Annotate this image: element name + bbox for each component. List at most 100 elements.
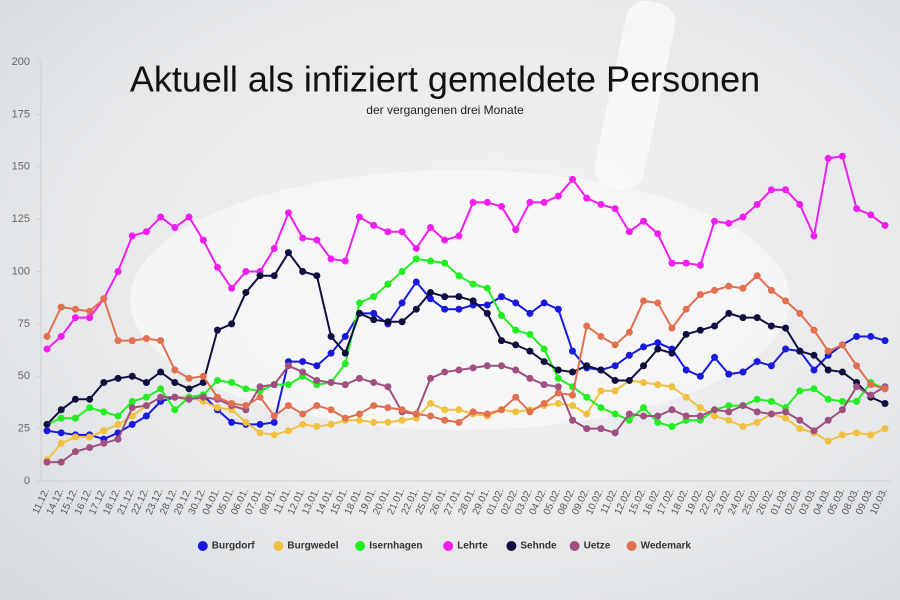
data-point	[739, 368, 747, 376]
data-point	[725, 408, 733, 416]
data-point	[512, 226, 520, 234]
data-point	[469, 364, 477, 372]
data-point	[668, 383, 676, 391]
data-point	[384, 383, 392, 391]
data-point	[398, 318, 406, 326]
data-point	[739, 314, 747, 322]
data-point	[384, 228, 392, 236]
data-point	[86, 433, 94, 441]
data-point	[455, 272, 463, 280]
data-point	[341, 381, 349, 389]
data-point	[810, 326, 818, 334]
data-point	[654, 345, 662, 353]
data-point	[57, 414, 65, 422]
data-point	[838, 368, 846, 376]
legend-marker	[506, 541, 517, 551]
data-point	[540, 198, 548, 206]
data-point	[441, 259, 449, 267]
data-point	[270, 412, 278, 420]
data-point	[810, 232, 818, 240]
data-point	[412, 244, 420, 252]
data-point	[412, 410, 420, 418]
data-point	[597, 332, 605, 340]
data-point	[625, 228, 633, 236]
data-point	[526, 330, 534, 338]
y-tick-label: 0	[24, 475, 30, 487]
data-point	[512, 326, 520, 334]
data-point	[171, 406, 179, 414]
data-point	[341, 360, 349, 368]
data-point	[711, 322, 719, 330]
data-point	[256, 429, 264, 437]
data-point	[654, 418, 662, 426]
data-point	[640, 379, 648, 387]
data-point	[554, 389, 562, 397]
data-point	[128, 404, 136, 412]
data-point	[313, 376, 321, 384]
data-point	[398, 228, 406, 236]
data-point	[782, 297, 790, 305]
data-point	[512, 366, 520, 374]
data-point	[725, 309, 733, 317]
legend-label: Isernhagen	[369, 541, 422, 552]
data-point	[327, 332, 335, 340]
data-point	[483, 410, 491, 418]
data-point	[270, 431, 278, 439]
data-point	[782, 186, 790, 194]
y-tick-label: 175	[12, 108, 30, 120]
data-point	[213, 393, 221, 401]
data-point	[398, 299, 406, 307]
data-point	[228, 320, 236, 328]
data-point	[526, 374, 534, 382]
data-point	[469, 297, 477, 305]
data-point	[341, 257, 349, 265]
data-point	[185, 385, 193, 393]
chart-subtitle: der vergangenen drei Monate	[366, 103, 524, 117]
data-point	[142, 412, 150, 420]
data-point	[796, 347, 804, 355]
chart-title: Aktuell als infiziert gemeldete Personen	[130, 59, 760, 100]
data-point	[256, 272, 264, 280]
data-point	[625, 328, 633, 336]
plot: 025507510012515017520011.12.14.12.15.12.…	[12, 56, 891, 552]
data-point	[881, 221, 889, 229]
data-point	[142, 379, 150, 387]
data-point	[284, 427, 292, 435]
data-point	[540, 345, 548, 353]
data-point	[668, 349, 676, 357]
data-point	[256, 393, 264, 401]
data-point	[128, 397, 136, 405]
data-point	[711, 217, 719, 225]
data-point	[313, 402, 321, 410]
data-point	[483, 362, 491, 370]
data-point	[640, 362, 648, 370]
data-point	[441, 236, 449, 244]
data-point	[469, 280, 477, 288]
data-point	[597, 200, 605, 208]
data-point	[213, 404, 221, 412]
data-point	[426, 295, 434, 303]
data-point	[242, 402, 250, 410]
data-point	[782, 324, 790, 332]
data-point	[86, 314, 94, 322]
data-point	[384, 418, 392, 426]
data-point	[711, 412, 719, 420]
data-point	[483, 284, 491, 292]
y-tick-label: 50	[18, 370, 30, 382]
legend-label: Wedemark	[641, 541, 692, 552]
data-point	[554, 305, 562, 313]
data-point	[853, 429, 861, 437]
data-point	[583, 425, 591, 433]
data-point	[86, 443, 94, 451]
data-point	[583, 393, 591, 401]
data-point	[526, 309, 534, 317]
data-point	[824, 416, 832, 424]
data-point	[725, 370, 733, 378]
legend-label: Lehrte	[457, 541, 488, 552]
data-point	[157, 337, 165, 345]
data-point	[640, 343, 648, 351]
data-point	[242, 385, 250, 393]
data-point	[284, 209, 292, 217]
data-point	[554, 374, 562, 382]
data-point	[398, 268, 406, 275]
